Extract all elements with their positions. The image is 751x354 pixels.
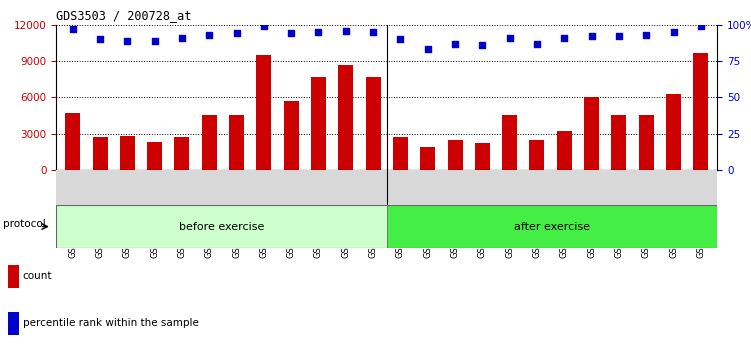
Point	[231, 31, 243, 36]
Point	[422, 47, 434, 52]
Bar	[529, 140, 544, 170]
Text: protocol: protocol	[3, 219, 46, 229]
Bar	[611, 115, 626, 170]
Text: after exercise: after exercise	[514, 222, 590, 232]
Point	[504, 35, 516, 41]
Point	[558, 35, 570, 41]
Point	[122, 38, 134, 44]
Bar	[120, 136, 135, 170]
Text: percentile rank within the sample: percentile rank within the sample	[23, 318, 198, 328]
Point	[67, 26, 79, 32]
Point	[339, 28, 351, 33]
Text: count: count	[23, 272, 53, 281]
Bar	[92, 137, 107, 170]
Bar	[256, 55, 271, 170]
Point	[149, 38, 161, 44]
Point	[531, 41, 543, 46]
Point	[394, 36, 406, 42]
Bar	[421, 147, 436, 170]
Point	[94, 36, 106, 42]
Point	[476, 42, 488, 48]
Point	[668, 29, 680, 35]
Point	[586, 34, 598, 39]
Bar	[174, 137, 189, 170]
Bar	[387, 205, 717, 248]
Bar	[338, 65, 353, 170]
Bar	[448, 140, 463, 170]
Bar	[65, 113, 80, 170]
Point	[449, 41, 461, 46]
Bar	[393, 137, 408, 170]
Point	[367, 29, 379, 35]
Point	[285, 31, 297, 36]
Bar	[666, 94, 681, 170]
Text: before exercise: before exercise	[179, 222, 264, 232]
Point	[613, 34, 625, 39]
Point	[312, 29, 324, 35]
Bar	[147, 142, 162, 170]
Point	[258, 23, 270, 29]
Bar	[556, 131, 572, 170]
Bar	[638, 115, 653, 170]
Point	[640, 32, 652, 38]
Point	[204, 32, 216, 38]
Bar	[475, 143, 490, 170]
Bar	[584, 97, 599, 170]
Bar	[56, 205, 387, 248]
Bar	[8, 265, 19, 288]
Point	[695, 23, 707, 29]
Point	[176, 35, 188, 41]
Bar	[693, 53, 708, 170]
Bar	[284, 101, 299, 170]
Bar	[502, 115, 517, 170]
Bar	[311, 77, 326, 170]
Bar	[229, 115, 244, 170]
Text: GDS3503 / 200728_at: GDS3503 / 200728_at	[56, 9, 192, 22]
Bar	[202, 115, 217, 170]
Bar	[8, 312, 19, 335]
Bar	[366, 77, 381, 170]
